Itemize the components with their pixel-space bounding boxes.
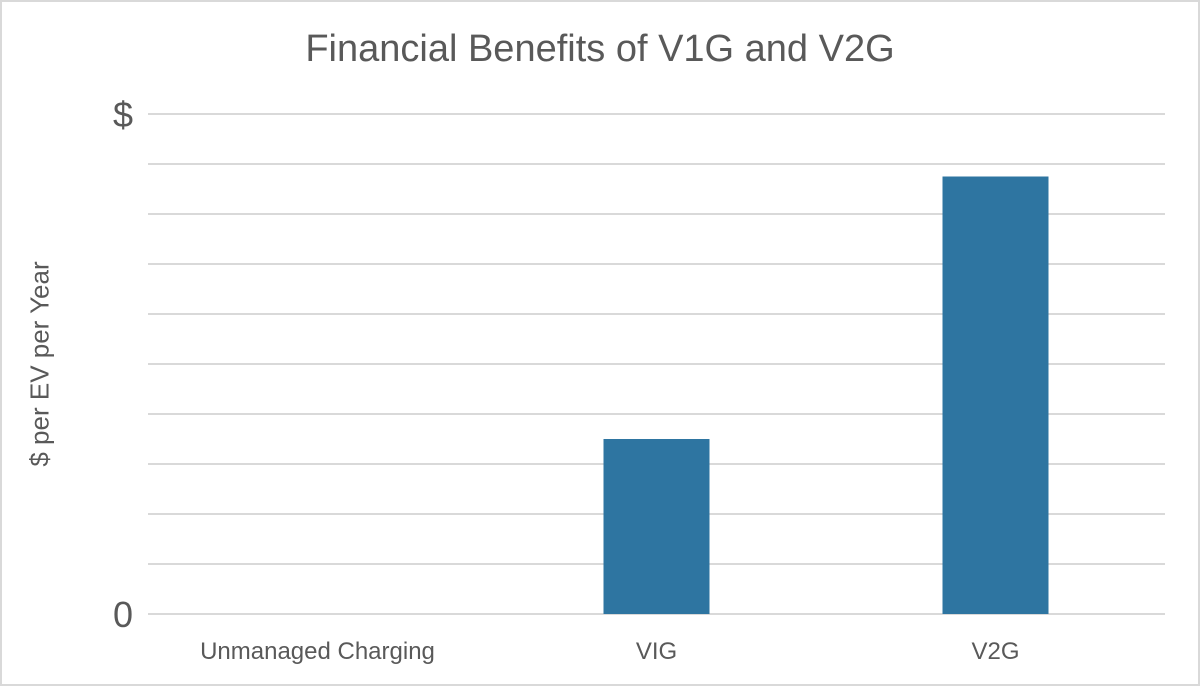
y-tick-label: 0	[113, 594, 133, 635]
y-tick-label: $	[113, 94, 133, 135]
bar-v2g	[942, 176, 1049, 614]
chart-title: Financial Benefits of V1G and V2G	[305, 28, 895, 70]
x-tick-label: VIG	[636, 638, 677, 665]
x-tick-label: V2G	[971, 638, 1019, 665]
bar-vig	[603, 439, 710, 614]
x-tick-label: Unmanaged Charging	[200, 638, 435, 665]
